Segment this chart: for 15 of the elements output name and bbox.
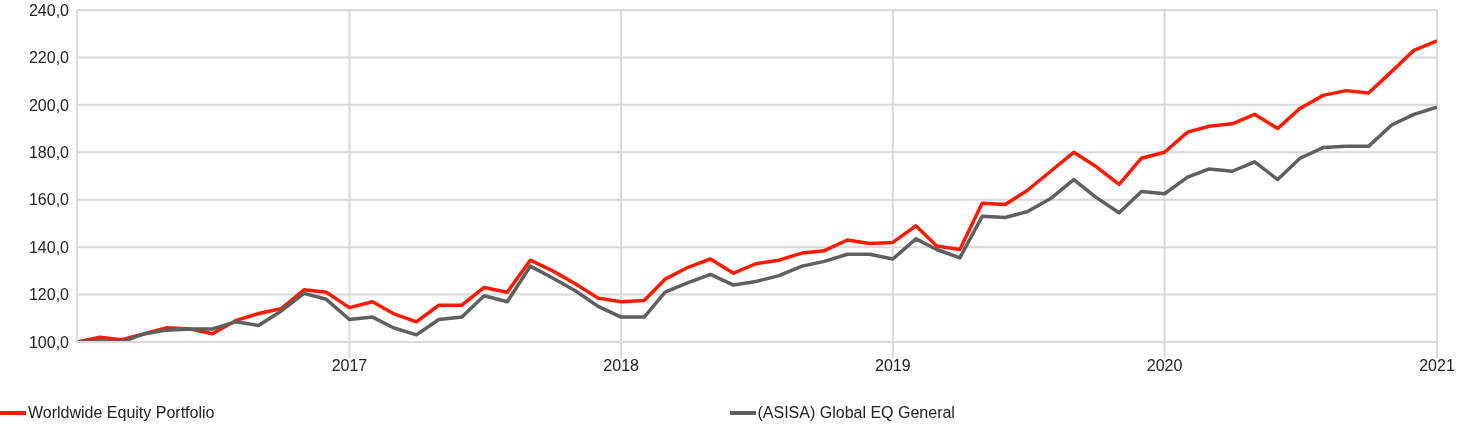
legend-label: Worldwide Equity Portfolio: [28, 404, 215, 422]
y-tick-label: 140,0: [28, 238, 70, 256]
y-tick-label: 180,0: [28, 143, 70, 161]
x-tick-label: 2020: [1146, 357, 1183, 375]
y-tick-label: 100,0: [28, 333, 70, 351]
y-tick-label: 160,0: [28, 191, 70, 209]
y-tick-label: 220,0: [28, 49, 70, 67]
y-tick-label: 240,0: [28, 1, 70, 19]
y-tick-label: 120,0: [28, 286, 70, 304]
y-tick-label: 200,0: [28, 96, 70, 114]
legend-label: (ASISA) Global EQ General: [757, 404, 955, 422]
x-tick-label: 2018: [603, 357, 640, 375]
x-tick-label: 2021: [1419, 357, 1455, 375]
x-tick-label: 2017: [331, 357, 368, 375]
x-tick-label: 2019: [875, 357, 911, 375]
